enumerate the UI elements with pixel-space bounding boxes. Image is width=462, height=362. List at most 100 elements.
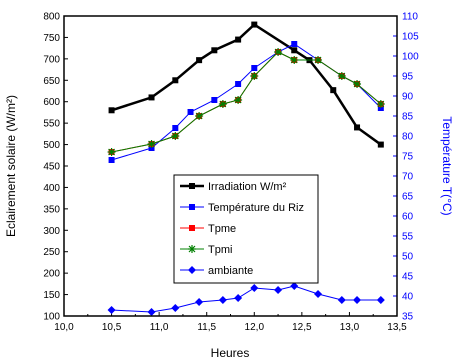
y-tick-label: 750 xyxy=(43,33,60,44)
y2-tick-label: 90 xyxy=(402,92,414,103)
data-point xyxy=(376,100,385,108)
data-point xyxy=(377,141,384,148)
data-point xyxy=(211,97,218,103)
legend-marker xyxy=(189,204,195,210)
data-point xyxy=(172,125,179,131)
legend-label: Température du Riz xyxy=(208,202,304,214)
data-point xyxy=(353,80,362,88)
legend-label: Irradiation W/m² xyxy=(208,181,287,193)
data-point xyxy=(171,304,180,312)
data-point xyxy=(195,112,204,120)
series-line xyxy=(111,22,382,146)
data-point xyxy=(314,56,323,64)
data-point xyxy=(291,41,298,47)
y-tick-label: 600 xyxy=(43,97,60,108)
data-point xyxy=(108,157,115,163)
legend-marker xyxy=(189,183,195,189)
data-point xyxy=(291,47,298,54)
data-point xyxy=(235,81,242,87)
y2-tick-label: 35 xyxy=(402,312,414,323)
data-point xyxy=(234,294,243,302)
data-point xyxy=(235,36,242,43)
legend-box xyxy=(173,174,319,284)
y-tick-label: 300 xyxy=(43,226,60,237)
y-tick-label: 350 xyxy=(43,204,60,215)
y2-tick-label: 80 xyxy=(402,132,414,143)
legend-label: ambiante xyxy=(208,265,253,277)
legend-marker xyxy=(189,225,195,231)
data-point xyxy=(337,296,346,304)
data-point xyxy=(187,109,194,115)
y-tick-label: 200 xyxy=(43,269,60,280)
y-tick-label: 800 xyxy=(43,12,60,23)
y2-tick-label: 45 xyxy=(402,272,414,283)
data-point xyxy=(251,21,258,28)
legend-marker xyxy=(188,245,196,253)
x-tick-label: 12,5 xyxy=(292,322,312,333)
x-tick-label: 11,5 xyxy=(197,322,216,333)
y-tick-label: 250 xyxy=(43,247,60,258)
data-point xyxy=(107,306,116,314)
y-tick-label: 100 xyxy=(43,312,60,323)
y2-tick-label: 55 xyxy=(402,232,414,243)
data-point xyxy=(290,56,299,64)
y2-axis-title: Température T(°C) xyxy=(440,116,454,215)
data-point xyxy=(147,308,156,316)
legend-label: Tpmi xyxy=(208,244,232,256)
x-tick-label: 13,0 xyxy=(340,322,360,333)
data-point xyxy=(218,100,227,108)
y2-tick-label: 60 xyxy=(402,212,414,223)
data-point xyxy=(148,94,155,101)
data-point xyxy=(107,148,116,156)
x-axis-title: Heures xyxy=(211,346,250,360)
legend: Irradiation W/m² Température du Riz Tpme Tp… xyxy=(173,174,319,284)
y2-tick-label: 65 xyxy=(402,192,414,203)
y2-tick-label: 75 xyxy=(402,152,414,163)
x-tick-label: 11,0 xyxy=(150,322,169,333)
plot-frame xyxy=(63,15,398,317)
data-point xyxy=(196,57,203,64)
data-point xyxy=(337,72,346,80)
y-tick-label: 400 xyxy=(43,183,60,194)
data-point xyxy=(354,124,361,131)
y-axis-title: Eclairement solaire (W/m²) xyxy=(4,95,18,237)
y2-tick-label: 110 xyxy=(402,12,418,23)
data-point xyxy=(251,65,258,71)
x-tick-label: 10,5 xyxy=(102,322,122,333)
y-tick-label: 700 xyxy=(43,54,60,65)
data-point xyxy=(330,87,337,94)
legend-label: Tpme xyxy=(208,223,236,235)
data-point xyxy=(274,48,283,56)
data-point xyxy=(147,140,156,148)
data-point xyxy=(376,296,385,304)
series-layer xyxy=(107,21,385,316)
data-point xyxy=(314,290,323,298)
y2-tick-label: 105 xyxy=(402,32,419,43)
data-point xyxy=(250,72,259,80)
data-point xyxy=(274,286,283,294)
y2-tick-label: 40 xyxy=(402,292,414,303)
data-point xyxy=(108,107,115,114)
data-point xyxy=(171,132,180,140)
x-tick-label: 10,0 xyxy=(54,322,74,333)
x-tick-label: 13,5 xyxy=(387,322,407,333)
x-tick-label: 12,0 xyxy=(245,322,265,333)
y2-tick-label: 85 xyxy=(402,112,414,123)
data-point xyxy=(353,296,362,304)
data-point xyxy=(234,96,243,104)
y-tick-label: 500 xyxy=(43,140,60,151)
y-tick-label: 450 xyxy=(43,162,60,173)
y-tick-label: 650 xyxy=(43,76,60,87)
legend-marker xyxy=(188,266,196,274)
data-point xyxy=(211,47,218,54)
data-point xyxy=(250,284,259,292)
data-point xyxy=(195,298,204,306)
data-point xyxy=(172,77,179,84)
data-point xyxy=(290,282,299,290)
y2-tick-label: 50 xyxy=(402,252,414,263)
y2-tick-label: 95 xyxy=(402,72,414,83)
tick-label-layer: 10,0 10,5 11,0 11,5 12,0 12,5 13,0 13,5 100 150 20… xyxy=(43,12,419,334)
data-point xyxy=(218,296,227,304)
y-tick-label: 550 xyxy=(43,119,60,130)
